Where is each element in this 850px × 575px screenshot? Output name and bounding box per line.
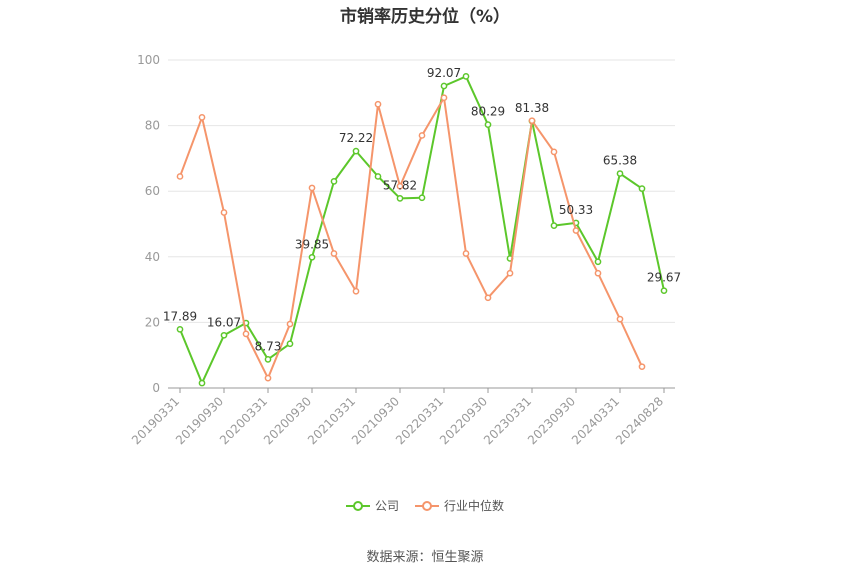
label-layer: 17.89 16.07 8.73 39.85 72.22 57.82 92.07 80.29 8… (163, 66, 681, 353)
data-point-1 (440, 94, 448, 102)
data-point-0 (330, 178, 338, 185)
data-label: 81.38 (515, 101, 549, 115)
data-point-0 (352, 147, 360, 155)
series-line-1 (179, 96, 643, 380)
legend-item-industry[interactable]: 行业中位数 (415, 497, 504, 514)
grid-layer (168, 59, 675, 323)
data-point-1 (242, 330, 250, 338)
data-point-0 (440, 82, 448, 90)
data-point-0 (220, 331, 228, 339)
legend-label-company: 公司 (374, 499, 399, 513)
data-point-1 (528, 117, 536, 125)
data-label: 16.07 (207, 315, 241, 329)
legend-swatch-company (345, 500, 370, 511)
data-point-0 (286, 340, 294, 348)
y-tick-label: 100 (137, 53, 160, 67)
data-point-1 (462, 250, 470, 257)
data-point-1 (220, 209, 228, 216)
axis-layer: 0204060801002019033120190930202003312020… (129, 53, 675, 447)
data-point-1 (484, 294, 492, 302)
data-point-0 (616, 170, 624, 177)
data-point-1 (308, 184, 316, 192)
data-point-0 (462, 73, 470, 80)
legend: 公司 行业中位数 (0, 497, 850, 514)
data-point-0 (484, 121, 492, 128)
y-tick-label: 20 (145, 315, 160, 329)
data-point-1 (396, 182, 404, 190)
legend-label-industry: 行业中位数 (444, 499, 505, 513)
data-label: 50.33 (559, 203, 593, 217)
legend-swatch-industry (415, 500, 439, 511)
data-point-0 (396, 195, 404, 202)
data-point-0 (550, 222, 558, 229)
data-label: 29.67 (647, 271, 681, 285)
chart-title: 市销率历史分位（%） (339, 7, 511, 27)
data-point-1 (550, 148, 558, 156)
data-label: 39.85 (295, 237, 329, 251)
data-point-1 (264, 374, 272, 382)
series-layer (176, 73, 668, 387)
data-point-1 (418, 132, 426, 139)
data-point-1 (638, 363, 646, 371)
data-point-1 (176, 173, 184, 180)
data-point-1 (572, 227, 580, 234)
data-point-0 (198, 379, 206, 387)
data-point-0 (374, 173, 382, 180)
chart-source: 数据来源：恒生聚源 (366, 550, 484, 565)
data-point-0 (638, 185, 646, 192)
data-point-1 (594, 269, 602, 277)
data-point-1 (616, 315, 624, 323)
x-tick-label: 20240828 (613, 394, 666, 447)
data-label: 65.38 (603, 154, 637, 168)
data-point-1 (506, 269, 514, 277)
data-point-0 (264, 356, 272, 363)
data-label: 8.73 (255, 339, 282, 353)
data-point-0 (660, 287, 668, 295)
data-label: 80.29 (471, 105, 505, 119)
data-point-0 (418, 194, 426, 202)
legend-item-company[interactable]: 公司 (345, 497, 399, 514)
data-point-0 (594, 258, 602, 266)
data-point-1 (330, 250, 338, 257)
y-tick-label: 60 (145, 184, 160, 198)
y-tick-label: 0 (152, 381, 160, 395)
data-label: 72.22 (339, 131, 373, 145)
y-tick-label: 40 (145, 250, 160, 264)
data-point-1 (286, 320, 294, 328)
data-point-1 (352, 287, 360, 295)
series-line-0 (179, 75, 665, 385)
data-label: 92.07 (427, 66, 461, 80)
data-point-0 (308, 253, 316, 261)
y-tick-label: 80 (145, 119, 160, 133)
data-label: 57.82 (383, 178, 417, 192)
data-label: 17.89 (163, 309, 197, 323)
data-point-0 (176, 325, 184, 333)
data-point-1 (198, 114, 206, 121)
data-point-1 (374, 100, 382, 108)
